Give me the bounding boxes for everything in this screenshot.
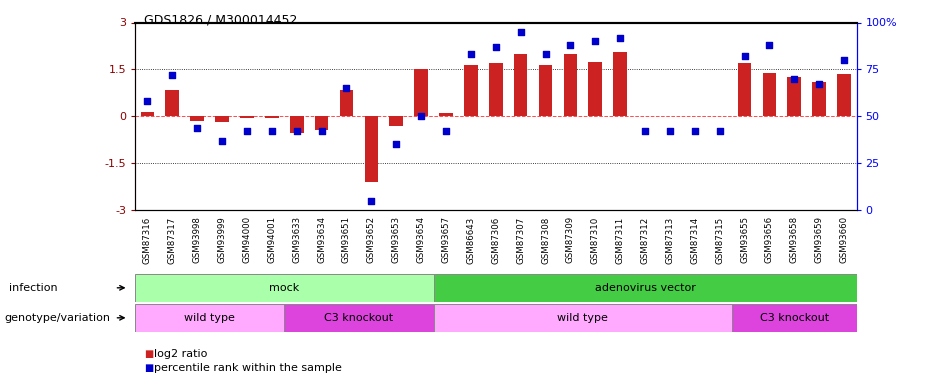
Bar <box>141 112 155 116</box>
Point <box>737 53 752 59</box>
Point <box>787 76 802 82</box>
Bar <box>439 113 452 116</box>
Bar <box>190 116 204 121</box>
Bar <box>290 116 304 134</box>
Text: wild type: wild type <box>184 313 235 323</box>
Bar <box>389 116 403 126</box>
Text: ■: ■ <box>144 363 154 373</box>
Point <box>587 38 602 44</box>
Bar <box>762 72 776 116</box>
Point <box>812 81 827 87</box>
Text: mock: mock <box>269 283 300 293</box>
Bar <box>166 90 179 116</box>
Text: wild type: wild type <box>558 313 608 323</box>
Point <box>439 128 453 134</box>
Bar <box>215 116 229 122</box>
Bar <box>837 74 851 116</box>
Text: ■: ■ <box>144 350 154 359</box>
FancyBboxPatch shape <box>135 304 284 332</box>
Point <box>563 42 578 48</box>
Point <box>538 51 553 57</box>
Point <box>239 128 254 134</box>
Text: adenovirus vector: adenovirus vector <box>595 283 695 293</box>
Point <box>140 98 155 104</box>
Bar <box>414 69 428 116</box>
Point <box>464 51 479 57</box>
FancyBboxPatch shape <box>434 304 732 332</box>
Bar <box>489 63 503 116</box>
Bar <box>813 82 826 116</box>
Point <box>488 44 503 50</box>
Point <box>687 128 702 134</box>
Bar <box>514 54 528 116</box>
Text: GDS1826 / M300014452: GDS1826 / M300014452 <box>144 13 298 26</box>
Point <box>638 128 653 134</box>
Text: log2 ratio: log2 ratio <box>154 350 207 359</box>
Bar <box>315 116 329 130</box>
Point <box>264 128 279 134</box>
Point <box>413 113 428 119</box>
Point <box>613 34 627 40</box>
Text: infection: infection <box>9 283 58 293</box>
Point <box>364 198 379 204</box>
Bar <box>464 64 478 116</box>
Bar <box>737 63 751 116</box>
Bar <box>539 64 552 116</box>
Text: genotype/variation: genotype/variation <box>5 313 111 323</box>
FancyBboxPatch shape <box>284 304 434 332</box>
Bar <box>614 52 627 116</box>
Point <box>165 72 180 78</box>
Point <box>513 29 528 35</box>
Text: C3 knockout: C3 knockout <box>324 313 394 323</box>
Point <box>389 141 404 147</box>
Point <box>339 85 354 91</box>
Bar <box>788 77 802 116</box>
Text: percentile rank within the sample: percentile rank within the sample <box>154 363 342 373</box>
Point <box>712 128 727 134</box>
FancyBboxPatch shape <box>135 274 434 302</box>
Point <box>762 42 776 48</box>
FancyBboxPatch shape <box>434 274 857 302</box>
Point <box>190 124 205 130</box>
Bar <box>240 116 254 118</box>
Text: C3 knockout: C3 knockout <box>760 313 829 323</box>
Bar <box>563 54 577 116</box>
Bar <box>265 116 278 118</box>
FancyBboxPatch shape <box>732 304 857 332</box>
Bar <box>365 116 378 182</box>
Bar <box>588 62 602 116</box>
Point <box>663 128 678 134</box>
Point <box>290 128 304 134</box>
Point <box>837 57 852 63</box>
Point <box>215 138 230 144</box>
Point <box>314 128 329 134</box>
Bar <box>340 90 354 116</box>
